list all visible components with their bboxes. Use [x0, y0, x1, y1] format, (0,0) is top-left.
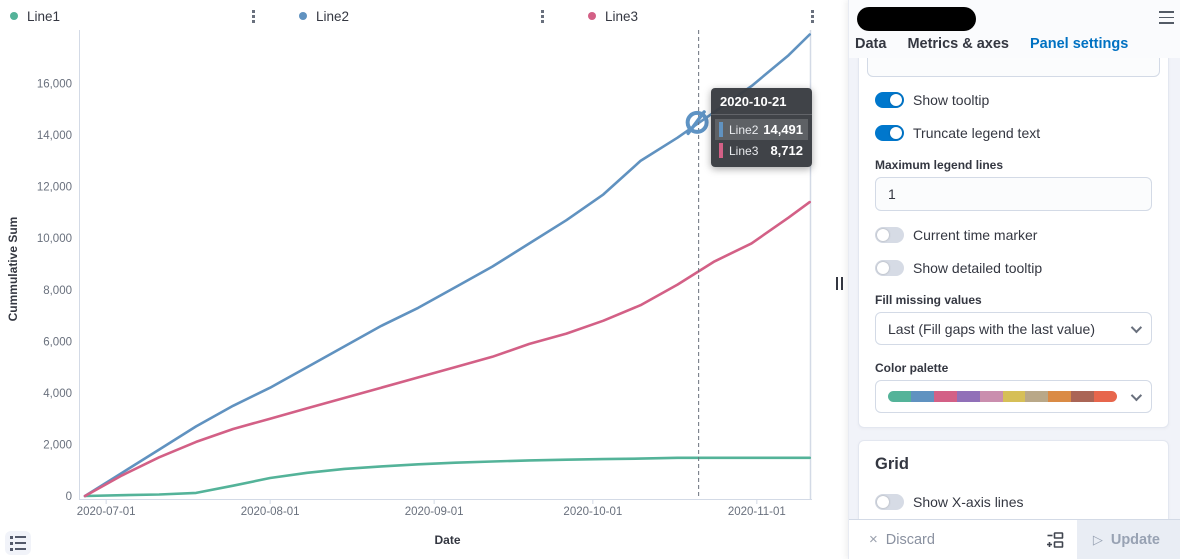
tooltip-row: Line3 8,712: [715, 140, 808, 161]
settings-tabs: Data Metrics & axes Panel settings: [855, 36, 1129, 60]
y-tick-label: 10,000: [37, 233, 72, 245]
x-tick-label: 2020-11-01: [728, 506, 786, 518]
menu-icon[interactable]: [1159, 11, 1174, 24]
show-detailed-tooltip-label: Show detailed tooltip: [913, 260, 1043, 276]
show-x-axis-lines-toggle[interactable]: [875, 494, 904, 510]
legend-color-dot: [299, 12, 307, 20]
crosshair-marker-slash: [686, 110, 706, 136]
scrolled-input[interactable]: [867, 58, 1160, 77]
y-tick-label: 2,000: [43, 439, 72, 451]
fill-missing-value: Last (Fill gaps with the last value): [888, 320, 1095, 337]
tooltip-series-color: [719, 122, 723, 137]
legend-color-dot: [588, 12, 596, 20]
flyout-footer: × Discard ▷ Update: [849, 519, 1180, 559]
show-tooltip-label: Show tooltip: [913, 92, 990, 108]
y-tick-label: 4,000: [43, 388, 72, 400]
truncate-legend-toggle[interactable]: [875, 125, 904, 141]
legend-item-label: Line2: [316, 8, 350, 24]
show-x-axis-lines-label: Show X-axis lines: [913, 494, 1024, 510]
series-line1: [83, 456, 812, 498]
line-chart[interactable]: 0 2,000 4,000 6,000 8,000 10,000 12,000 14,000 1…: [0, 0, 848, 559]
tab-data[interactable]: Data: [855, 36, 887, 52]
max-legend-lines-input[interactable]: [875, 177, 1152, 211]
grid-settings-card: Grid Show X-axis lines: [858, 440, 1169, 519]
current-time-marker-row: Current time marker: [875, 227, 1160, 243]
show-x-axis-lines-row: Show X-axis lines: [875, 494, 1160, 510]
y-tick-label: 16,000: [37, 79, 72, 91]
x-axis-title: Date: [434, 533, 461, 547]
y-tick-label: 14,000: [37, 130, 72, 142]
truncate-legend-label: Truncate legend text: [913, 125, 1041, 141]
color-palette-select[interactable]: [875, 380, 1152, 413]
y-tick-label: 6,000: [43, 336, 72, 348]
show-detailed-tooltip-toggle[interactable]: [875, 260, 904, 276]
crosshair-marker: [685, 110, 709, 134]
legend-item-line3[interactable]: Line3: [578, 4, 848, 28]
current-time-marker-label: Current time marker: [913, 227, 1038, 243]
chevron-down-icon: [1130, 321, 1143, 333]
tab-panel-settings[interactable]: Panel settings: [1030, 36, 1129, 60]
tooltip-rows: Line2 14,491 Line3 8,712: [711, 115, 812, 167]
tooltip-series-label: Line3: [729, 143, 759, 158]
discard-label: Discard: [885, 531, 935, 548]
add-panel-icon[interactable]: [1046, 531, 1064, 549]
discard-button[interactable]: × Discard: [869, 531, 935, 548]
update-label: Update: [1110, 531, 1160, 548]
legend-color-dot: [10, 12, 18, 20]
chart-legend: Line1 Line2 Line3: [0, 4, 848, 28]
truncate-legend-row: Truncate legend text: [875, 125, 1160, 141]
chevron-down-icon: [1130, 389, 1143, 401]
settings-scroll-area[interactable]: Show tooltip Truncate legend text Maximu…: [849, 58, 1180, 519]
fill-missing-select[interactable]: Last (Fill gaps with the last value): [875, 312, 1152, 345]
max-legend-lines-label: Maximum legend lines: [875, 158, 1004, 172]
x-tick-label: 2020-10-01: [563, 506, 622, 518]
show-tooltip-toggle[interactable]: [875, 92, 904, 108]
series-line3: [83, 200, 812, 498]
current-time-marker-toggle[interactable]: [875, 227, 904, 243]
color-palette-label: Color palette: [875, 361, 949, 375]
settings-flyout: Data Metrics & axes Panel settings Show to…: [848, 0, 1180, 559]
chart-tooltip: 2020-10-21 Line2 14,491 Line3 8,712: [711, 88, 812, 167]
panel-resize-handle[interactable]: [832, 274, 846, 292]
panel-settings-card: Show tooltip Truncate legend text Maximu…: [858, 58, 1169, 428]
legend-item-line2[interactable]: Line2: [289, 4, 578, 28]
grid-section-title: Grid: [875, 455, 909, 473]
x-tick-label: 2020-07-01: [77, 506, 136, 518]
tooltip-date: 2020-10-21: [711, 88, 812, 115]
update-button[interactable]: ▷ Update: [1076, 519, 1180, 559]
close-icon: ×: [869, 531, 878, 548]
kebab-menu-icon[interactable]: [541, 9, 544, 23]
list-icon: [10, 536, 26, 551]
x-tick-label: 2020-08-01: [241, 506, 300, 518]
palette-swatch: [888, 391, 1117, 402]
tooltip-row: Line2 14,491: [715, 119, 808, 140]
series-line2: [83, 33, 812, 498]
x-tick-label: 2020-09-01: [405, 506, 464, 518]
tooltip-series-value: 14,491: [763, 122, 803, 137]
y-tick-label: 12,000: [37, 182, 72, 194]
kebab-menu-icon[interactable]: [811, 9, 814, 23]
tooltip-series-label: Line2: [729, 122, 759, 137]
y-tick-label: 8,000: [43, 285, 72, 297]
tab-metrics-axes[interactable]: Metrics & axes: [907, 36, 1009, 52]
tooltip-series-color: [719, 143, 723, 158]
legend-item-line1[interactable]: Line1: [0, 4, 289, 28]
show-tooltip-row: Show tooltip: [875, 92, 1160, 108]
legend-item-label: Line1: [27, 8, 61, 24]
chart-panel: Line1 Line2 Line3 Cummulative Sum 0 2,000 4,…: [0, 0, 848, 559]
legend-toggle-button[interactable]: [5, 531, 31, 555]
kebab-menu-icon[interactable]: [252, 9, 255, 23]
legend-item-label: Line3: [605, 8, 639, 24]
show-detailed-tooltip-row: Show detailed tooltip: [875, 260, 1160, 276]
fill-missing-label: Fill missing values: [875, 293, 982, 307]
y-tick-label: 0: [66, 491, 72, 503]
redacted-title: [857, 7, 976, 31]
play-icon: ▷: [1092, 531, 1103, 547]
tooltip-series-value: 8,712: [770, 143, 803, 158]
